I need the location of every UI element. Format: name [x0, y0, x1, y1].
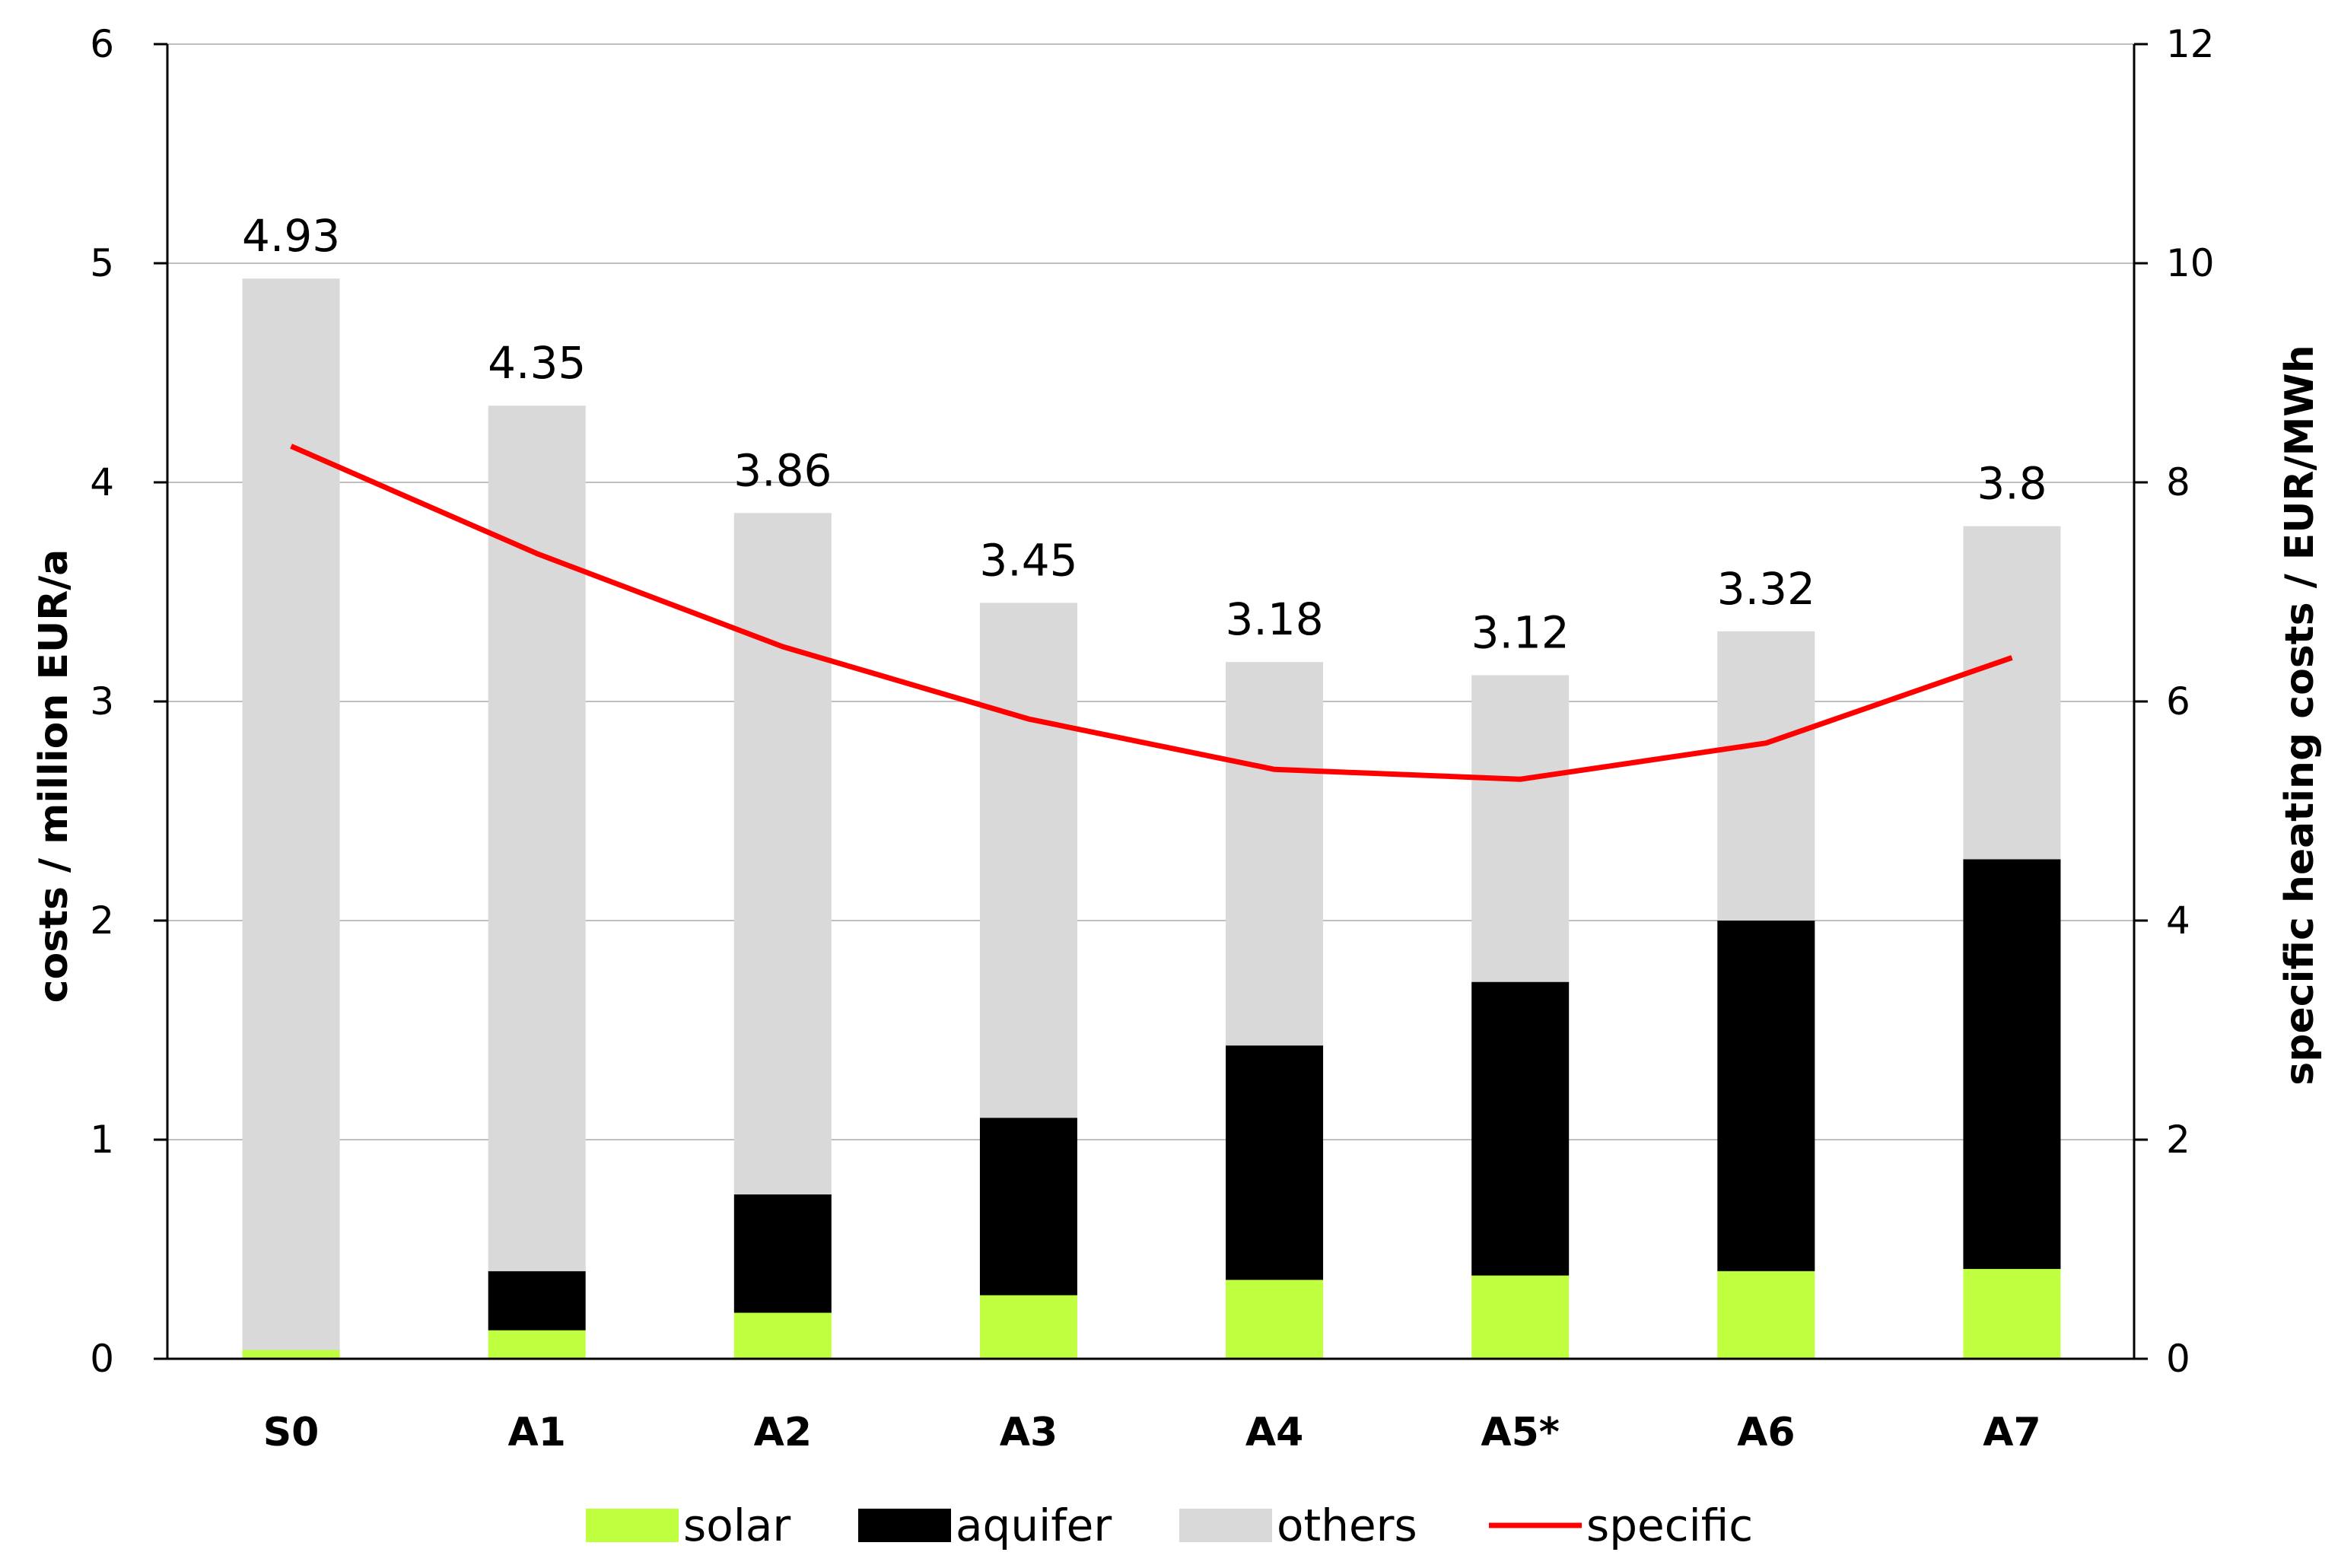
y2-tick-label: 10: [2166, 241, 2215, 285]
bar-others: [733, 513, 832, 1194]
bar-aquifer: [979, 1118, 1077, 1296]
y2-tick-label: 12: [2166, 22, 2215, 66]
bar-solar: [979, 1295, 1077, 1359]
y-tick-label: 2: [90, 898, 114, 943]
bar-others: [979, 603, 1077, 1118]
legend-swatch-solar: [586, 1509, 679, 1542]
bar-solar: [242, 1350, 340, 1359]
y2-axis-title: specific heating costs / EUR/MWh: [2277, 345, 2323, 1085]
bar-aquifer: [1963, 859, 2061, 1269]
y2-tick-label: 8: [2166, 460, 2190, 504]
y2-tick-label: 6: [2166, 679, 2190, 724]
bar-others: [242, 278, 340, 1350]
total-label: 4.93: [242, 210, 340, 262]
legend-swatch-others: [1179, 1509, 1272, 1542]
y-tick-label: 6: [90, 22, 114, 66]
y2-tick-label: 2: [2166, 1118, 2190, 1162]
bar-solar: [733, 1312, 832, 1359]
x-tick-label: A4: [1245, 1410, 1303, 1455]
bar-others: [1717, 631, 1815, 921]
bar-solar: [1963, 1268, 2061, 1359]
bar-aquifer: [1717, 921, 1815, 1271]
total-label: 3.45: [979, 534, 1077, 586]
y-axis-title: costs / million EUR/a: [31, 549, 77, 1003]
bar-aquifer: [733, 1194, 832, 1313]
bar-others: [1963, 526, 2061, 860]
gridlines: [167, 43, 2134, 1140]
bars: [242, 278, 2061, 1359]
y2-tick-label: 0: [2166, 1337, 2190, 1381]
y-tick-label: 0: [90, 1337, 114, 1381]
x-tick-label: A6: [1737, 1410, 1795, 1455]
bar-aquifer: [1471, 981, 1570, 1276]
legend-swatch-aquifer: [858, 1509, 951, 1542]
bar-solar: [1226, 1280, 1324, 1359]
bar-solar: [488, 1330, 586, 1359]
y-tick-label: 3: [90, 679, 114, 724]
x-tick-label: A1: [507, 1410, 565, 1455]
specific-line-layer: [290, 444, 2013, 782]
bar-others: [1226, 662, 1324, 1046]
y-tick-label: 4: [90, 460, 114, 504]
total-label: 3.86: [733, 444, 832, 496]
specific-line: [290, 444, 2013, 782]
data-labels: 4.93 4.35 3.86 3.45 3.18 3.12 3.32 3.8: [242, 210, 2047, 658]
bar-others: [488, 406, 586, 1271]
x-tick-label: A5*: [1481, 1410, 1560, 1455]
bar-aquifer: [488, 1271, 586, 1331]
legend-label: solar: [683, 1500, 790, 1551]
legend-label: others: [1277, 1500, 1417, 1551]
legend-label: aquifer: [956, 1500, 1112, 1551]
legend-label: specific: [1586, 1500, 1753, 1551]
bar-aquifer: [1226, 1045, 1324, 1280]
total-label: 3.32: [1717, 563, 1815, 615]
x-tick-label: S0: [263, 1410, 320, 1455]
x-tick-label: A3: [1000, 1410, 1058, 1455]
x-tick-label: A7: [1983, 1410, 2041, 1455]
x-tick-label: A2: [754, 1410, 812, 1455]
bar-others: [1471, 675, 1570, 982]
total-label: 3.8: [1977, 458, 2047, 510]
y-tick-label: 1: [90, 1118, 114, 1162]
bar-solar: [1717, 1271, 1815, 1359]
bar-solar: [1471, 1275, 1570, 1359]
y2-tick-label: 4: [2166, 898, 2190, 943]
total-label: 4.35: [488, 337, 586, 389]
legend: solar aquifer others specific: [586, 1500, 1753, 1551]
total-label: 3.12: [1471, 606, 1570, 658]
total-label: 3.18: [1225, 593, 1323, 645]
y-tick-label: 5: [90, 241, 114, 285]
